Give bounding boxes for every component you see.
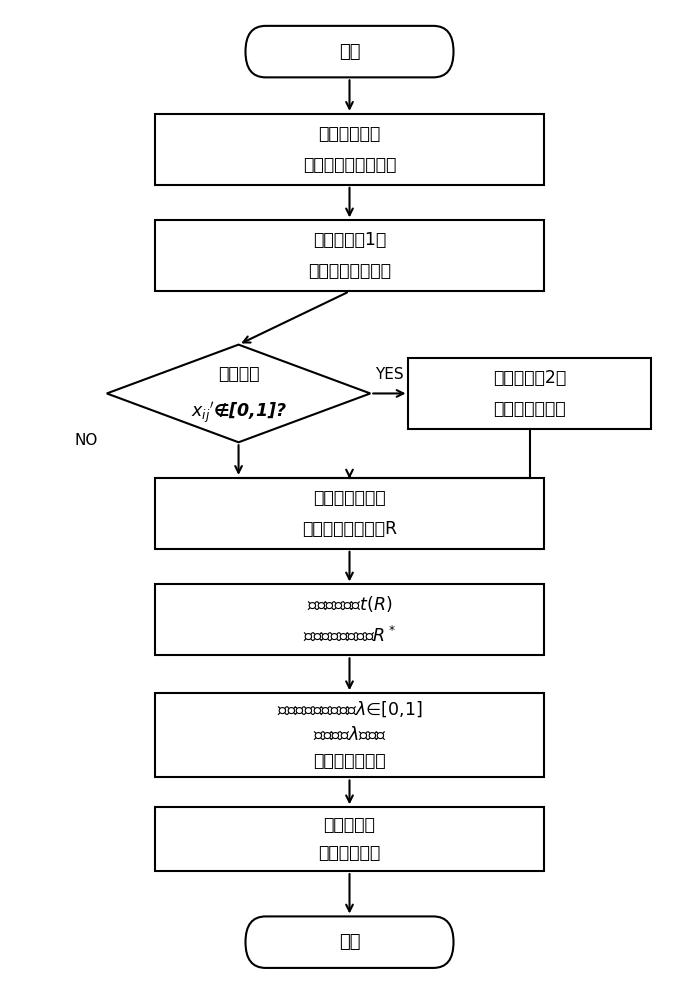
FancyBboxPatch shape xyxy=(155,478,544,549)
Text: 建立模糊相似矩阵R: 建立模糊相似矩阵R xyxy=(302,520,397,538)
Text: 形成特征指标数据表: 形成特征指标数据表 xyxy=(303,156,396,174)
Text: 开始: 开始 xyxy=(339,43,360,61)
FancyBboxPatch shape xyxy=(155,693,544,777)
Text: 从大到小取置信水平$\lambda$∈[0,1]: 从大到小取置信水平$\lambda$∈[0,1] xyxy=(277,700,422,719)
FancyBboxPatch shape xyxy=(155,807,544,871)
Text: 平移－极差变换: 平移－极差变换 xyxy=(493,400,566,418)
FancyBboxPatch shape xyxy=(245,26,454,77)
FancyBboxPatch shape xyxy=(245,916,454,968)
Text: 输出聚类结果: 输出聚类结果 xyxy=(318,844,381,862)
Text: 数据标准化1：: 数据标准化1： xyxy=(313,231,386,249)
FancyBboxPatch shape xyxy=(408,358,651,429)
Text: $\boldsymbol{x_{ij}}'$∉[0,1]?: $\boldsymbol{x_{ij}}'$∉[0,1]? xyxy=(191,400,287,426)
Text: 确定分类数: 确定分类数 xyxy=(324,816,375,834)
FancyBboxPatch shape xyxy=(155,584,544,655)
Text: 平移－标准差变换: 平移－标准差变换 xyxy=(308,262,391,280)
Text: 确定相应$\lambda$截矩阵: 确定相应$\lambda$截矩阵 xyxy=(312,726,387,744)
Text: YES: YES xyxy=(375,367,404,382)
FancyBboxPatch shape xyxy=(155,114,544,185)
Text: 构造模糊等价矩阵$R^*$: 构造模糊等价矩阵$R^*$ xyxy=(303,626,396,645)
Text: NO: NO xyxy=(74,433,98,448)
Text: 使用欧氏距离法: 使用欧氏距离法 xyxy=(313,489,386,507)
Text: 是否存在: 是否存在 xyxy=(218,365,259,383)
Text: 求解传递闭包$t(R)$: 求解传递闭包$t(R)$ xyxy=(307,594,392,614)
Text: 计算特征指标: 计算特征指标 xyxy=(318,125,381,143)
Polygon shape xyxy=(107,345,370,442)
Text: 结束: 结束 xyxy=(339,933,360,951)
FancyBboxPatch shape xyxy=(155,220,544,291)
Text: 形成动态据类图: 形成动态据类图 xyxy=(313,752,386,770)
Text: 数据标准化2：: 数据标准化2： xyxy=(493,369,566,387)
